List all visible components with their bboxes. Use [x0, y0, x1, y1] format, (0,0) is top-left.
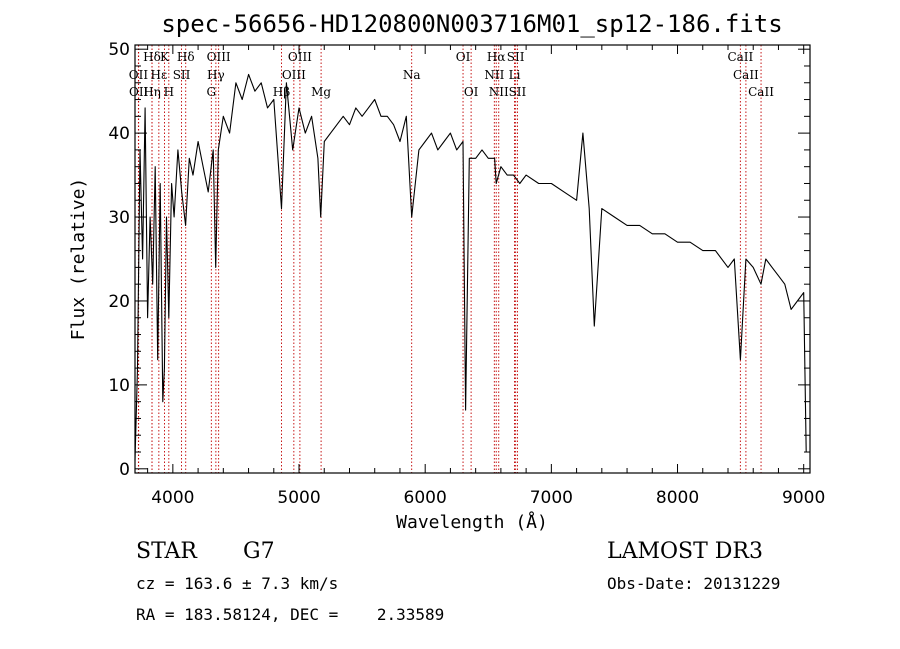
spectral-line-label: OIII	[288, 50, 312, 64]
spectral-line-label: OII	[129, 85, 149, 99]
spectral-line-label: H	[164, 85, 174, 99]
y-axis-label: Flux (relative)	[68, 178, 89, 341]
object-type: STAR	[136, 539, 198, 564]
spectral-line-label: NII	[489, 85, 509, 99]
x-axis-ticks: 4000 5000 6000 7000 8000 9000	[147, 45, 825, 508]
spectral-line-markers	[137, 45, 762, 473]
spectral-line-label: K	[160, 50, 170, 64]
object-subclass: G7	[243, 539, 275, 564]
x-axis-label: Wavelength (Å)	[396, 511, 548, 533]
y-tick-label: 40	[108, 124, 130, 144]
spectral-line-label: Li	[509, 68, 521, 82]
spectral-line-label: Hδ	[143, 50, 161, 64]
spectral-line-label: OII	[129, 68, 149, 82]
spectral-line-label: OI	[456, 50, 471, 64]
spectral-line-label: SII	[507, 50, 525, 64]
spectral-line-label: Hδ	[177, 50, 195, 64]
y-tick-label: 0	[119, 460, 130, 480]
spectral-line-label: OI	[464, 85, 479, 99]
y-tick-label: 10	[108, 376, 130, 396]
x-tick-label: 4000	[151, 488, 194, 508]
redshift-cz: cz = 163.6 ± 7.3 km/s	[136, 574, 338, 593]
x-tick-label: 6000	[404, 488, 447, 508]
spectral-line-label: Hγ	[207, 68, 225, 82]
chart-title: spec-56656-HD120800N003716M01_sp12-186.f…	[161, 10, 782, 38]
spectral-line-label: Mg	[311, 85, 331, 99]
spectral-line-label: Na	[403, 68, 421, 82]
y-tick-label: 30	[108, 208, 130, 228]
spectral-line-label: SII	[509, 85, 527, 99]
spectral-line-label: Hα	[487, 50, 506, 64]
spectral-line-label: Hη	[143, 85, 161, 99]
y-tick-label: 50	[108, 40, 130, 60]
spectral-line-label: CaII	[748, 85, 774, 99]
x-tick-label: 9000	[782, 488, 825, 508]
spectral-line-label: Hε	[151, 68, 168, 82]
x-tick-label: 7000	[530, 488, 573, 508]
y-tick-label: 20	[108, 292, 130, 312]
plot-frame	[134, 44, 811, 474]
survey-name: LAMOST DR3	[607, 539, 763, 564]
x-tick-label: 5000	[277, 488, 320, 508]
coordinates: RA = 183.58124, DEC = 2.33589	[136, 605, 444, 624]
x-tick-label: 8000	[656, 488, 699, 508]
spectral-line-label: CaII	[733, 68, 759, 82]
y-axis-ticks: 0 10 20 30 40 50	[108, 40, 810, 480]
observation-date: Obs-Date: 20131229	[607, 574, 780, 593]
spectral-line-label: G	[207, 85, 217, 99]
spectral-line-label: OIII	[207, 50, 231, 64]
spectrum-line	[134, 73, 807, 461]
spectral-line-label: OIII	[282, 68, 306, 82]
spectral-line-label: SII	[173, 68, 191, 82]
spectral-line-label: CaII	[727, 50, 753, 64]
spectral-line-label: NII	[484, 68, 504, 82]
